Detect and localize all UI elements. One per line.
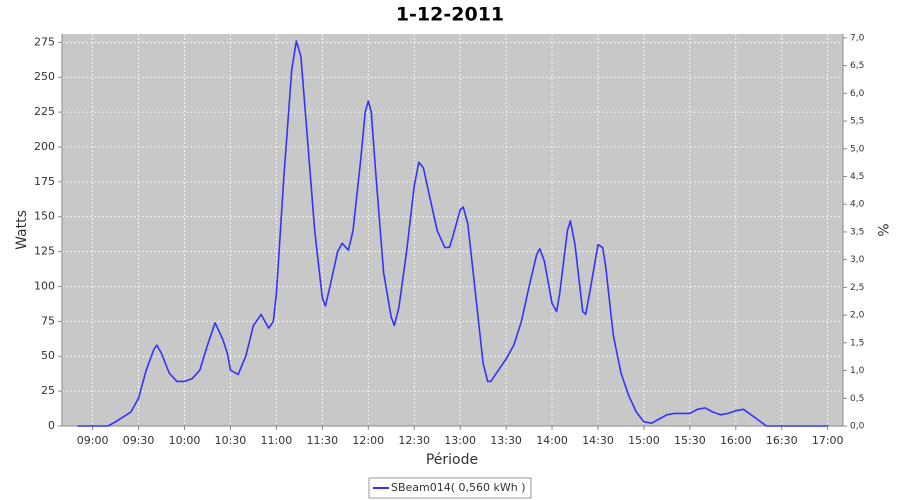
y2-tick-label: 1,0	[850, 366, 865, 376]
x-tick-label: 09:30	[123, 434, 155, 447]
x-tick-label: 13:30	[490, 434, 522, 447]
y2-tick-label: 2,0	[850, 311, 865, 321]
x-tick-label: 14:30	[582, 434, 614, 447]
y2-tick-label: 4,5	[850, 172, 864, 182]
y-tick-label: 50	[41, 349, 55, 362]
y-tick-label: 75	[41, 314, 55, 327]
x-tick-label: 10:00	[169, 434, 201, 447]
y-tick-label: 200	[34, 140, 55, 153]
x-tick-label: 14:00	[536, 434, 568, 447]
y-tick-label: 250	[34, 70, 55, 83]
y2-tick-label: 1,5	[850, 338, 864, 348]
y2-tick-label: 5,5	[850, 117, 864, 127]
legend: SBeam014( 0,560 kWh )	[368, 477, 532, 499]
y2-tick-label: 2,5	[850, 283, 864, 293]
x-tick-label: 15:00	[628, 434, 660, 447]
y-tick-label: 25	[41, 384, 55, 397]
x-tick-label: 09:00	[77, 434, 109, 447]
x-tick-label: 16:30	[766, 434, 798, 447]
x-tick-label: 11:30	[306, 434, 338, 447]
y2-tick-label: 6,0	[850, 89, 865, 99]
legend-label: SBeam014( 0,560 kWh )	[391, 481, 526, 494]
y2-tick-label: 3,0	[850, 255, 865, 265]
plot-area	[62, 34, 843, 426]
x-tick-label: 16:00	[720, 434, 752, 447]
y2-tick-label: 7,0	[850, 33, 865, 43]
y-axis-label: Watts	[14, 210, 30, 250]
y-tick-label: 125	[34, 245, 55, 258]
y2-tick-label: 0,5	[850, 394, 864, 404]
x-tick-label: 11:00	[261, 434, 293, 447]
y-tick-label: 150	[34, 210, 55, 223]
y-tick-label: 175	[34, 175, 55, 188]
x-tick-label: 10:30	[215, 434, 247, 447]
y-tick-label: 275	[34, 35, 55, 48]
x-tick-label: 15:30	[674, 434, 706, 447]
chart-title: 1-12-2011	[396, 4, 504, 26]
y2-tick-label: 5,0	[850, 144, 865, 154]
y2-tick-label: 0,0	[850, 422, 865, 432]
y2-tick-label: 6,5	[850, 61, 864, 71]
y-tick-label: 100	[34, 279, 55, 292]
legend-box	[368, 477, 532, 499]
y2-tick-label: 4,0	[850, 200, 865, 210]
series-line	[77, 40, 828, 427]
x-tick-label: 17:00	[812, 434, 844, 447]
y2-axis-label: %	[874, 223, 890, 236]
x-tick-label: 12:30	[398, 434, 430, 447]
x-tick-label: 13:00	[444, 434, 476, 447]
x-tick-label: 12:00	[352, 434, 384, 447]
y-tick-label: 225	[34, 105, 55, 118]
x-axis-label: Période	[426, 452, 478, 468]
y2-tick-label: 3,5	[850, 227, 864, 237]
y-tick-label: 0	[48, 419, 55, 432]
